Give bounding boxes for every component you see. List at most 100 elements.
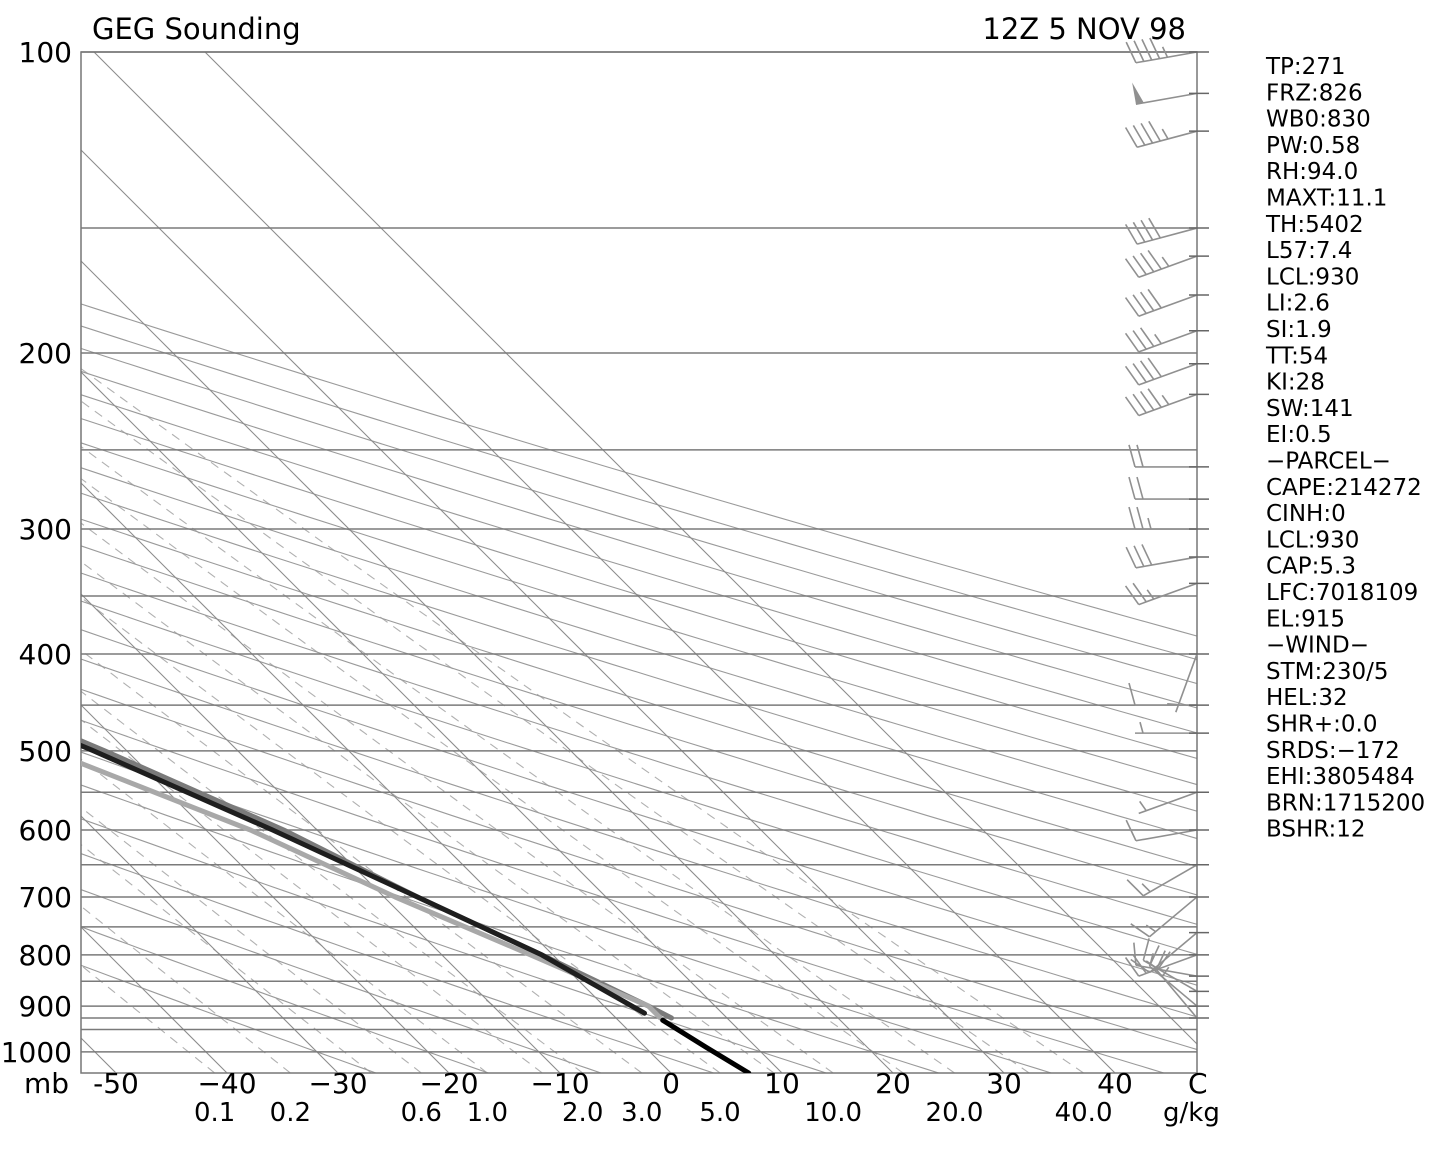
sounding-index: RH:94.0	[1266, 159, 1358, 185]
mixing-ratio-label: 3.0	[621, 1098, 662, 1128]
mixing-ratio-label: 2.0	[562, 1098, 603, 1128]
pressure-label: 400	[19, 638, 72, 671]
pressure-label: 700	[19, 881, 72, 914]
chart-title-time: 12Z 5 NOV 98	[982, 12, 1186, 46]
mixing-ratio-label: 10.0	[804, 1098, 862, 1128]
mixing-ratio-label: 0.6	[401, 1098, 442, 1128]
sounding-index: −WIND−	[1266, 633, 1369, 659]
isotherm-line	[81, 371, 783, 1073]
dry-adiabat-line	[81, 394, 1197, 734]
sounding-index: EHI:3805484	[1266, 764, 1415, 790]
dry-adiabat-line	[81, 889, 602, 1073]
wind-barb	[1138, 791, 1209, 815]
dry-adiabat-line	[81, 784, 939, 1073]
pressure-label: 500	[19, 735, 72, 768]
sounding-index: LCL:930	[1266, 264, 1359, 290]
temperature-label: -50	[93, 1067, 139, 1100]
plot-frame	[80, 51, 1198, 1074]
sounding-index: HEL:32	[1266, 685, 1348, 711]
wind-barb	[1156, 951, 1209, 1019]
wind-barb	[1128, 444, 1209, 468]
wind-barb	[1124, 388, 1209, 417]
sounding-indices: TP:271FRZ:826WB0:830PW:0.58RH:94.0MAXT:1…	[1265, 54, 1425, 843]
sounding-index: −PARCEL−	[1266, 449, 1391, 475]
mixing-ratio-unit-label: g/kg	[1163, 1098, 1220, 1128]
dry-adiabat-line	[81, 600, 1197, 955]
wind-barbs	[1124, 37, 1209, 1019]
wind-barb	[1124, 249, 1209, 279]
isotherm-line	[81, 149, 1005, 1073]
isotherm-line	[81, 260, 894, 1073]
dry-adiabat-line	[81, 518, 1197, 868]
dry-adiabat-line	[81, 818, 827, 1073]
parcel-trace	[81, 742, 647, 1016]
dry-adiabat-line	[81, 926, 489, 1073]
wind-barb	[1125, 819, 1209, 842]
pressure-label: 100	[19, 36, 72, 69]
sounding-index: TP:271	[1265, 54, 1346, 80]
wind-barb	[1148, 945, 1209, 1007]
sounding-index: MAXT:11.1	[1266, 186, 1387, 212]
mixing-ratio-label: 20.0	[926, 1098, 984, 1128]
surface-parcel-trace	[660, 1017, 752, 1073]
pressure-label: 1000	[1, 1036, 72, 1069]
wind-barb	[1124, 120, 1209, 148]
sounding-index: PW:0.58	[1266, 133, 1360, 159]
sounding-index: LFC:7018109	[1266, 580, 1418, 606]
pressure-label: 900	[19, 990, 72, 1023]
sounding-index: L57:7.4	[1266, 238, 1352, 264]
temperature-label: −40	[197, 1067, 256, 1100]
sounding-index: CINH:0	[1266, 501, 1346, 527]
temperature-label: 0	[662, 1067, 680, 1100]
dry-adiabat-line	[81, 492, 1197, 840]
dry-adiabat-line	[81, 853, 714, 1073]
pressure-label: 800	[19, 939, 72, 972]
sounding-index: EI:0.5	[1266, 422, 1332, 448]
mixing-ratio-label: 40.0	[1055, 1098, 1113, 1128]
wind-barb	[1125, 37, 1209, 64]
mixing-ratio-label: 5.0	[699, 1098, 740, 1128]
wind-barb	[1135, 721, 1209, 734]
sounding-index: SW:141	[1266, 396, 1354, 422]
wind-barb	[1124, 357, 1209, 386]
isotherm-line	[93, 52, 1116, 1073]
isotherm-line	[81, 815, 339, 1073]
dry-adiabat-line	[81, 347, 1197, 685]
sounding-index: EL:915	[1266, 606, 1345, 632]
sounding-index: CAP:5.3	[1266, 554, 1356, 580]
dewpoint-trace	[81, 760, 663, 1021]
temperature-label: −20	[419, 1067, 478, 1100]
dry-adiabat-line	[81, 964, 377, 1073]
isotherm-line	[204, 52, 1197, 1045]
sounding-index: KI:28	[1266, 370, 1325, 396]
wind-barb	[1126, 864, 1209, 897]
dry-adiabat-line	[81, 303, 1197, 637]
wind-barb	[1128, 476, 1209, 500]
temperature-label: 10	[764, 1067, 800, 1100]
temperature-label: 30	[986, 1067, 1022, 1100]
mixing-ratio-label: 1.0	[467, 1098, 508, 1128]
wind-barb	[1124, 582, 1209, 606]
isotherm-line	[81, 593, 561, 1073]
dry-adiabat-line	[81, 325, 1197, 661]
isotherm-line	[81, 704, 450, 1073]
wind-barb	[1124, 288, 1209, 317]
sounding-index: FRZ:826	[1266, 80, 1363, 106]
wind-barb	[1124, 327, 1209, 353]
dry-adiabat-line	[81, 719, 1164, 1073]
dry-adiabat-line	[81, 417, 1197, 759]
temperature-unit-label: C	[1188, 1067, 1208, 1100]
dry-adiabat-line	[81, 442, 1197, 786]
sounding-index: TT:54	[1265, 343, 1328, 369]
dry-adiabats	[81, 303, 1197, 1073]
dry-adiabat-line	[81, 688, 1197, 1051]
dry-adiabat-line	[81, 629, 1197, 986]
pressure-label: 200	[19, 337, 72, 370]
pressure-tick-labels: 100 200 300 400 500 600 700 800 900 1000	[1, 36, 72, 1069]
wind-barb	[1128, 682, 1209, 706]
temperature-tick-labels: -50 −40 −30 −20 −10 0 10 20 30 40	[93, 1067, 1133, 1100]
sounding-index: SHR+:0.0	[1266, 712, 1377, 738]
isotherms	[81, 52, 1197, 1073]
wind-barb	[1132, 82, 1209, 105]
chart-title-station: GEG Sounding	[92, 12, 301, 46]
